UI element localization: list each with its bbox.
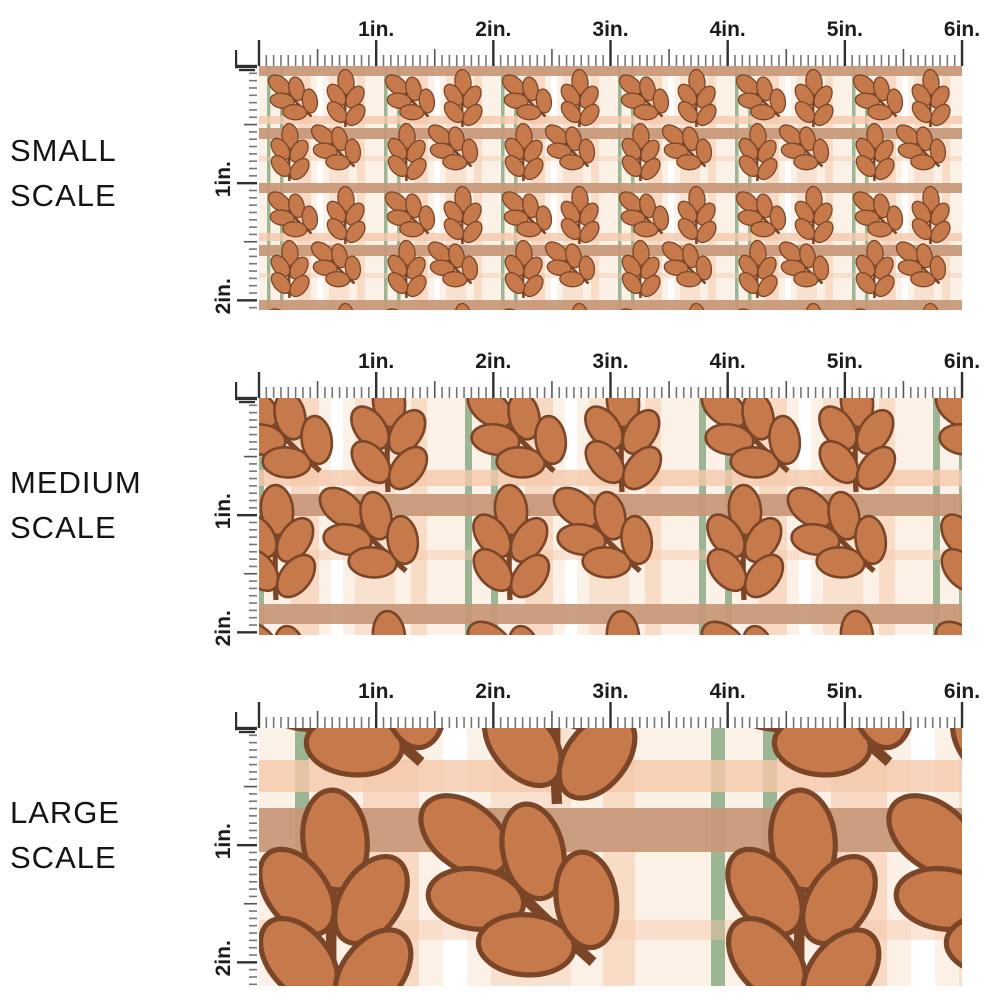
panel-label-line2: SCALE	[10, 840, 117, 875]
ruler-inch-label: 4in.	[710, 350, 746, 373]
ruler-inch-label: 1in.	[358, 680, 394, 703]
fabric-swatch	[259, 398, 962, 635]
ruler-inch-label: 1in.	[212, 823, 235, 859]
ruler-inch-label: 5in.	[827, 680, 863, 703]
ruler-inch-label: 5in.	[827, 350, 863, 373]
ruler-inch-label: 2in.	[475, 350, 511, 373]
ruler-inch-label: 6in.	[944, 350, 980, 373]
fabric-swatch-diagram-small: 1in. 2in. 3in. 4in. 5in. 6in. 1in. 2in.	[212, 18, 980, 314]
ruler-inch-label: 2in.	[212, 940, 235, 976]
panel-label-large: LARGE SCALE	[10, 790, 120, 880]
vertical-ruler: 1in. 2in.	[212, 382, 257, 646]
horizontal-ruler: 1in. 2in. 3in. 4in. 5in. 6in.	[239, 680, 980, 734]
leaf-pattern-overlay	[259, 398, 962, 635]
ruler-inch-label: 3in.	[592, 680, 628, 703]
horizontal-ruler: 1in. 2in. 3in. 4in. 5in. 6in.	[239, 350, 980, 404]
panel-label-line1: SMALL	[10, 133, 117, 168]
ruler-inch-label: 2in.	[475, 680, 511, 703]
panel-label-small: SMALL SCALE	[10, 128, 117, 218]
ruler-inch-label: 1in.	[358, 18, 394, 41]
fabric-swatch	[259, 66, 962, 310]
ruler-inch-label: 2in.	[212, 610, 235, 646]
panel-medium-scale: MEDIUM SCALE 1in. 2in. 3in. 4in. 5in. 6in. 1in…	[0, 330, 1000, 660]
ruler-inch-label: 3in.	[592, 350, 628, 373]
ruler-inch-label: 5in.	[827, 18, 863, 41]
leaf-pattern-overlay	[259, 728, 962, 986]
panel-label-line2: SCALE	[10, 510, 117, 545]
horizontal-ruler: 1in. 2in. 3in. 4in. 5in. 6in.	[239, 18, 980, 72]
panel-label-line2: SCALE	[10, 178, 117, 213]
leaf-pattern-overlay	[259, 66, 962, 310]
panel-small-scale: SMALL SCALE 1in. 2in. 3in. 4in. 5in. 6in. 1in.…	[0, 0, 1000, 330]
ruler-inch-label: 4in.	[710, 18, 746, 41]
vertical-ruler: 1in. 2in.	[212, 50, 257, 314]
fabric-swatch	[259, 728, 962, 986]
fabric-swatch-diagram-large: 1in. 2in. 3in. 4in. 5in. 6in. 1in. 2in.	[212, 680, 980, 986]
ruler-inch-label: 1in.	[212, 161, 235, 197]
panel-label-line1: MEDIUM	[10, 465, 142, 500]
ruler-inch-label: 6in.	[944, 18, 980, 41]
ruler-inch-label: 3in.	[592, 18, 628, 41]
ruler-inch-label: 2in.	[475, 18, 511, 41]
ruler-inch-label: 1in.	[212, 493, 235, 529]
fabric-swatch-diagram-medium: 1in. 2in. 3in. 4in. 5in. 6in. 1in. 2in.	[212, 350, 980, 646]
vertical-ruler: 1in. 2in.	[212, 712, 257, 986]
panel-large-scale: LARGE SCALE 1in. 2in. 3in. 4in. 5in. 6in. 1in.…	[0, 660, 1000, 990]
ruler-inch-label: 1in.	[358, 350, 394, 373]
ruler-inch-label: 4in.	[710, 680, 746, 703]
panel-label-medium: MEDIUM SCALE	[10, 460, 142, 550]
ruler-inch-label: 6in.	[944, 680, 980, 703]
ruler-inch-label: 2in.	[212, 278, 235, 314]
panel-label-line1: LARGE	[10, 795, 121, 830]
